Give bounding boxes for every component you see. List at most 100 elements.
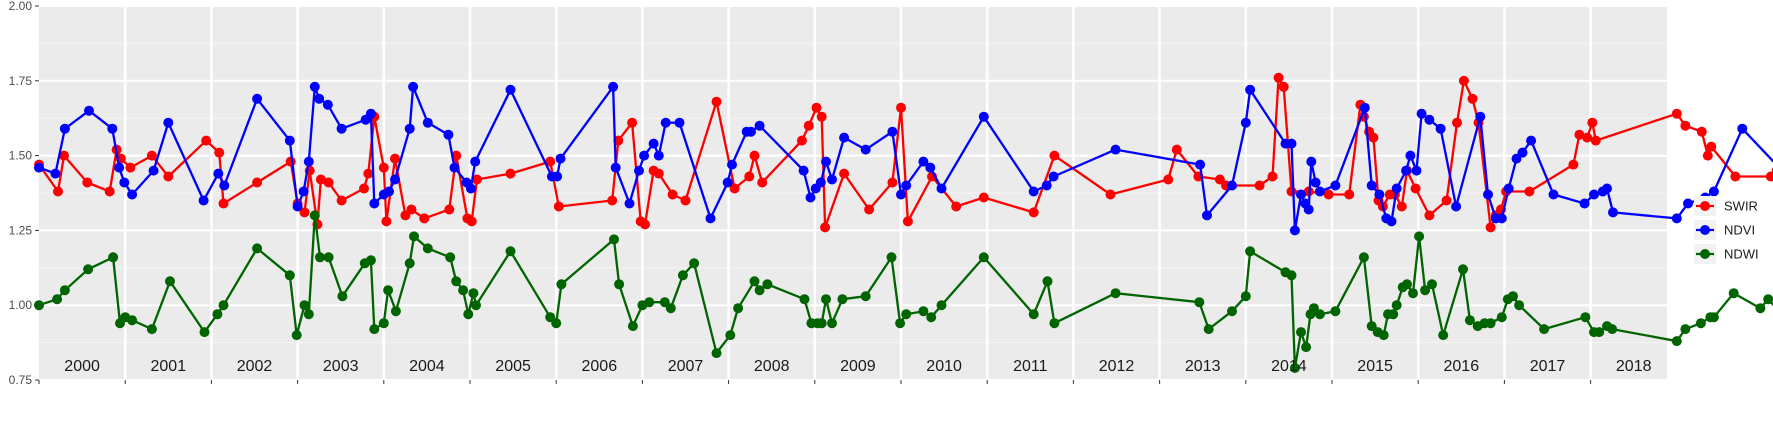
data-point-swir <box>1568 159 1579 170</box>
data-point-ndvi <box>1391 183 1402 194</box>
data-point-ndvi <box>1579 198 1590 209</box>
data-point-swir <box>471 174 482 185</box>
data-point-swir <box>1267 171 1278 182</box>
legend-item-ndwi: NDWI <box>1694 244 1759 264</box>
data-point-swir <box>419 213 430 224</box>
data-point-ndvi <box>1526 135 1537 146</box>
data-point-ndwi <box>926 312 937 323</box>
data-point-ndwi <box>1358 252 1369 263</box>
data-point-ndvi <box>505 84 516 95</box>
data-point-swir <box>163 171 174 182</box>
data-point-ndwi <box>749 276 760 287</box>
data-point-ndvi <box>746 126 756 137</box>
data-point-ndvi <box>1286 138 1297 149</box>
data-point-ndvi <box>1708 186 1719 197</box>
data-point-ndvi <box>404 123 415 134</box>
data-point-ndwi <box>886 252 897 263</box>
data-point-ndwi <box>59 285 70 296</box>
data-point-swir <box>839 168 850 179</box>
data-point-ndvi <box>722 177 733 188</box>
data-point-swir <box>607 195 618 206</box>
data-point-ndwi <box>1391 300 1402 311</box>
data-point-ndvi <box>918 156 929 167</box>
series-line-ndvi <box>38 85 1773 232</box>
legend-key-point <box>1700 225 1710 235</box>
data-point-ndvi <box>449 162 460 173</box>
data-point-ndwi <box>821 294 831 305</box>
data-point-ndvi <box>754 120 765 131</box>
data-point-swir <box>1105 189 1116 200</box>
data-point-ndvi <box>660 117 671 128</box>
data-point-ndvi <box>887 126 898 137</box>
data-point-ndwi <box>1028 309 1039 320</box>
data-point-ndwi <box>901 309 912 320</box>
data-point-ndvi <box>303 156 314 167</box>
data-point-ndwi <box>52 294 63 305</box>
data-point-ndwi <box>614 279 625 290</box>
data-point-ndwi <box>1485 318 1496 329</box>
data-point-swir <box>896 102 906 113</box>
data-point-swir <box>59 150 69 161</box>
series-ndvi <box>34 81 1773 236</box>
data-point-ndvi <box>639 150 650 161</box>
data-point-swir <box>729 183 740 194</box>
data-point-ndvi <box>470 156 481 167</box>
data-point-ndvi <box>674 117 685 128</box>
series-ndwi <box>34 210 1773 373</box>
data-point-ndvi <box>1386 216 1397 227</box>
data-point-ndwi <box>146 324 157 335</box>
data-point-swir <box>104 186 115 197</box>
data-point-swir <box>887 177 898 188</box>
data-point-swir <box>390 153 400 164</box>
data-point-ndvi <box>1359 102 1370 113</box>
data-point-swir <box>1467 93 1478 104</box>
data-point-swir <box>816 111 827 122</box>
data-point-swir <box>1254 180 1265 191</box>
data-point-ndwi <box>445 252 456 263</box>
data-point-ndvi <box>34 162 44 173</box>
data-point-ndwi <box>468 288 479 299</box>
data-point-ndvi <box>552 171 563 182</box>
legend: SWIR NDVI NDWI <box>1694 196 1759 264</box>
data-point-swir <box>252 177 263 188</box>
data-point-swir <box>1410 183 1421 194</box>
data-point-ndvi <box>901 180 912 191</box>
data-point-swir <box>378 162 389 173</box>
data-point-swir <box>1524 186 1535 197</box>
data-point-ndwi <box>1110 288 1121 299</box>
data-point-ndwi <box>1755 303 1766 314</box>
data-point-ndwi <box>762 279 773 290</box>
data-point-ndvi <box>107 123 118 134</box>
data-point-ndwi <box>505 246 516 257</box>
data-point-ndwi <box>365 255 376 266</box>
data-point-ndvi <box>608 81 619 92</box>
data-point-ndvi <box>1048 171 1059 182</box>
data-point-ndwi <box>816 318 827 329</box>
year-label: 2005 <box>495 358 531 375</box>
data-point-ndwi <box>1330 306 1341 317</box>
data-point-swir <box>711 96 722 107</box>
data-point-swir <box>315 174 326 185</box>
legend-key-point <box>1700 201 1710 211</box>
data-point-ndwi <box>551 318 562 329</box>
data-point-ndwi <box>827 318 837 329</box>
data-point-swir <box>323 177 334 188</box>
data-point-ndvi <box>1683 198 1693 209</box>
data-point-ndvi <box>322 99 333 110</box>
data-point-ndwi <box>291 330 302 341</box>
data-point-ndwi <box>390 306 401 317</box>
data-point-swir <box>545 156 556 167</box>
data-point-ndwi <box>799 294 810 305</box>
data-point-swir <box>363 168 374 179</box>
data-point-ndwi <box>837 294 848 305</box>
data-point-ndwi <box>1049 318 1060 329</box>
data-point-swir <box>553 201 564 212</box>
data-point-swir <box>381 216 392 227</box>
data-point-ndvi <box>84 105 94 116</box>
data-point-ndvi <box>1330 180 1341 191</box>
year-label: 2011 <box>1013 358 1048 375</box>
data-point-ndwi <box>1301 342 1312 353</box>
data-point-swir <box>1049 150 1060 161</box>
data-point-ndvi <box>443 129 454 140</box>
